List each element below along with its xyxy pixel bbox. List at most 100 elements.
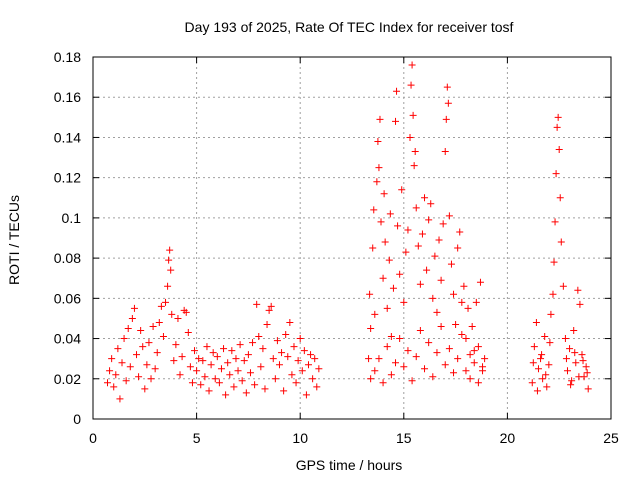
data-point xyxy=(209,349,217,357)
data-point xyxy=(578,351,586,359)
x-tick-label: 20 xyxy=(500,430,516,446)
data-point xyxy=(421,365,429,373)
data-point xyxy=(404,347,412,355)
data-point xyxy=(412,204,420,212)
data-point xyxy=(389,284,397,292)
data-point xyxy=(466,351,474,359)
data-point xyxy=(120,335,128,343)
data-point xyxy=(195,355,203,363)
data-point xyxy=(462,335,470,343)
data-point xyxy=(369,244,377,252)
data-point xyxy=(130,304,138,312)
data-point xyxy=(529,359,537,367)
data-point xyxy=(373,178,381,186)
data-point xyxy=(110,383,118,391)
data-point xyxy=(217,365,225,373)
data-point xyxy=(481,355,489,363)
data-point xyxy=(205,387,213,395)
data-point xyxy=(392,359,400,367)
data-point xyxy=(226,371,234,379)
data-point xyxy=(562,355,570,363)
data-point xyxy=(118,359,126,367)
data-point xyxy=(174,314,182,322)
data-point xyxy=(170,357,178,365)
data-point xyxy=(164,282,172,290)
data-point xyxy=(238,377,246,385)
data-point xyxy=(552,170,560,178)
data-point xyxy=(394,222,402,230)
data-point xyxy=(567,381,575,389)
data-point xyxy=(425,216,433,224)
data-point xyxy=(474,343,482,351)
data-point xyxy=(157,302,165,310)
data-point xyxy=(172,341,180,349)
data-point xyxy=(269,355,277,363)
data-point xyxy=(267,302,275,310)
data-point xyxy=(193,367,201,375)
data-point xyxy=(414,242,422,250)
data-point xyxy=(452,320,460,328)
data-point xyxy=(224,359,232,367)
data-point xyxy=(106,367,114,375)
x-tick-label: 10 xyxy=(292,430,308,446)
data-point xyxy=(410,162,418,170)
data-point xyxy=(367,325,375,332)
data-point xyxy=(458,298,466,306)
data-point xyxy=(542,371,550,379)
data-point xyxy=(379,379,387,387)
data-point xyxy=(575,373,583,381)
data-point xyxy=(188,379,196,387)
data-point xyxy=(412,353,420,361)
data-point xyxy=(423,266,431,274)
y-tick-label: 0.14 xyxy=(54,129,81,145)
data-point xyxy=(211,375,219,383)
data-point xyxy=(386,210,394,218)
data-point xyxy=(263,320,271,328)
data-point xyxy=(476,278,484,286)
data-point xyxy=(240,357,248,365)
data-point xyxy=(182,308,190,316)
data-point xyxy=(273,337,281,345)
data-point xyxy=(470,347,478,355)
x-tick-labels: 0 5 10 15 20 25 xyxy=(89,430,619,446)
data-point xyxy=(288,371,296,379)
data-point xyxy=(124,325,132,332)
data-point xyxy=(559,282,567,290)
data-point xyxy=(207,361,215,369)
data-point xyxy=(309,375,317,383)
data-point xyxy=(203,343,211,351)
y-tick-label: 0.08 xyxy=(54,250,81,266)
data-point xyxy=(538,351,546,359)
data-point xyxy=(411,148,419,156)
data-point xyxy=(460,282,468,290)
data-point xyxy=(550,258,558,266)
data-point xyxy=(280,387,288,395)
data-point xyxy=(441,148,449,156)
data-point xyxy=(155,318,163,326)
data-point xyxy=(444,99,452,107)
data-point xyxy=(429,294,437,302)
data-point xyxy=(133,351,141,359)
data-point xyxy=(145,339,153,347)
data-point xyxy=(137,327,145,335)
data-point xyxy=(251,381,259,389)
data-point xyxy=(543,383,551,391)
data-point xyxy=(191,347,199,355)
data-point xyxy=(116,395,124,403)
chart-title: Day 193 of 2025, Rate Of TEC Index for r… xyxy=(185,19,514,35)
data-point xyxy=(479,363,487,371)
data-point xyxy=(296,335,304,343)
data-point xyxy=(286,318,294,326)
data-point xyxy=(228,347,236,355)
data-point xyxy=(566,345,574,353)
axis-ticks xyxy=(92,56,612,420)
data-point xyxy=(398,186,406,194)
data-point xyxy=(454,355,462,363)
data-point xyxy=(442,115,450,123)
data-point xyxy=(300,347,308,355)
data-point xyxy=(583,369,591,377)
data-point xyxy=(184,329,192,337)
y-tick-label: 0.1 xyxy=(62,210,82,226)
data-point xyxy=(576,300,584,308)
data-point xyxy=(128,314,136,322)
